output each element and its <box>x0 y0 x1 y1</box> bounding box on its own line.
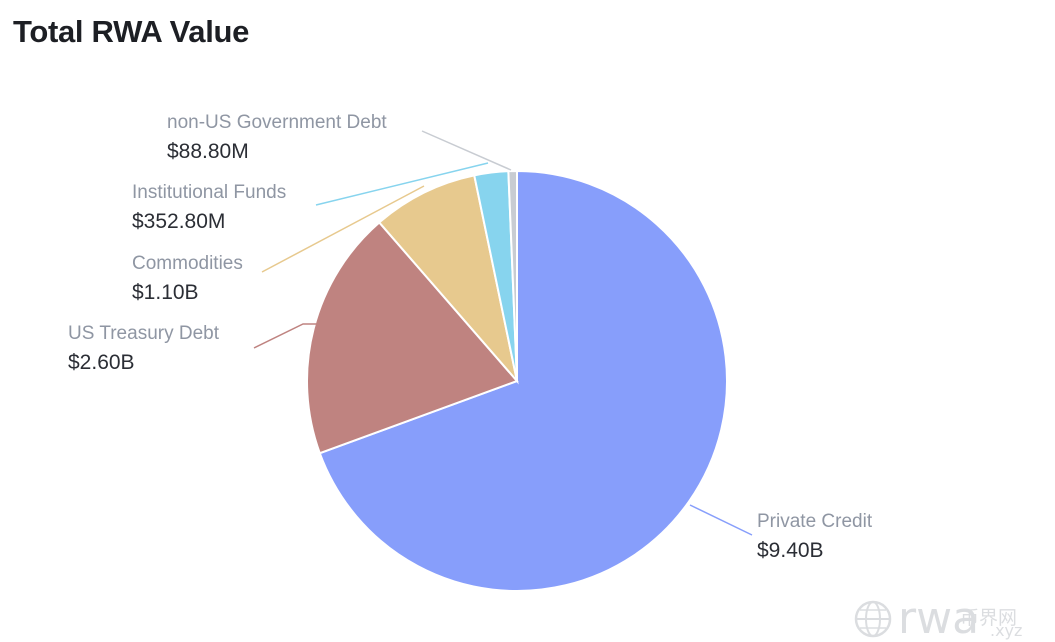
chart-title: Total RWA Value <box>13 14 250 49</box>
leader-lines <box>253 130 753 536</box>
leader-line <box>689 504 753 536</box>
slice-label-name: Commodities <box>132 253 243 274</box>
pie-slice-commodities <box>377 174 519 385</box>
slice-label-value: $88.80M <box>167 140 249 163</box>
slice-label-value: $352.80M <box>132 210 225 233</box>
watermark: rwa 币界网 .xyz <box>854 593 1022 642</box>
globe-icon <box>854 600 892 638</box>
slice-label-name: Institutional Funds <box>132 182 286 203</box>
slice-labels: Private Credit $9.40B US Treasury Debt $2.6… <box>68 112 873 562</box>
leader-line <box>421 130 512 171</box>
leader-line <box>315 162 489 206</box>
watermark-cn: 币界网 <box>960 607 1017 629</box>
leader-line <box>261 185 425 273</box>
pie-slice-us-treasury-debt <box>306 221 519 455</box>
slice-label-name: Private Credit <box>757 511 873 532</box>
leader-line <box>253 323 318 349</box>
pie-slice-non-us-government-debt <box>507 169 518 382</box>
slice-label-value: $9.40B <box>757 539 824 562</box>
slice-label-value: $2.60B <box>68 351 135 374</box>
pie-slices <box>306 169 728 592</box>
watermark-sub: .xyz <box>990 621 1022 640</box>
watermark-brand: rwa <box>898 593 979 642</box>
slice-label-value: $1.10B <box>132 281 199 304</box>
pie-slice-private-credit <box>318 169 728 592</box>
slice-label-name: non-US Government Debt <box>167 112 387 133</box>
slice-label-name: US Treasury Debt <box>68 323 220 344</box>
